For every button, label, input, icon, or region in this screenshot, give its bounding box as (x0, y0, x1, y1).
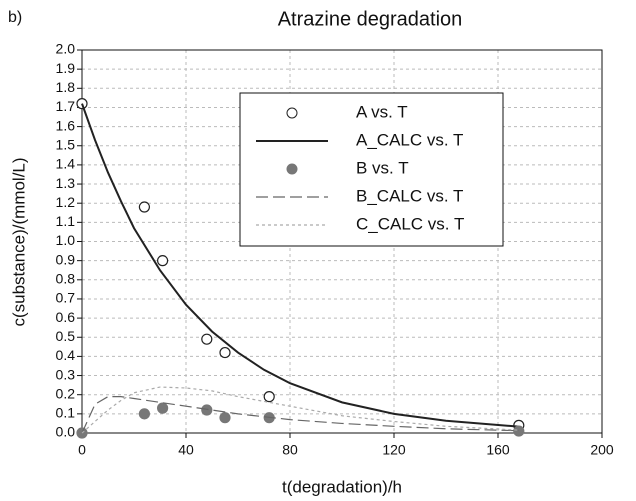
legend-marker (286, 163, 298, 175)
plot-frame (81, 49, 603, 434)
data-point (157, 402, 169, 414)
y-tick-label: 0.6 (56, 309, 76, 325)
y-tick-label: 1.2 (56, 194, 76, 210)
x-tick-label: 80 (282, 442, 298, 458)
data-point (201, 333, 213, 345)
y-tick-label: 0.8 (56, 271, 76, 287)
data-point (138, 408, 150, 420)
y-tick-label: 0.0 (56, 424, 76, 440)
panel-label: b) (8, 9, 22, 26)
legend-label: A vs. T (356, 102, 408, 121)
y-tick-label: 0.5 (56, 328, 76, 344)
y-tick-label: 0.1 (56, 405, 76, 421)
y-tick-label: 1.8 (56, 79, 76, 95)
legend-label: A_CALC vs. T (356, 130, 463, 149)
y-tick-label: 1.5 (56, 136, 76, 152)
y-axis-label: c(substance)/(mmol/L) (9, 157, 28, 326)
data-line (81, 396, 519, 434)
data-point (138, 201, 150, 213)
x-tick-label: 200 (590, 442, 614, 458)
y-tick-label: 0.3 (56, 366, 76, 382)
y-tick-label: 1.9 (56, 60, 76, 76)
y-tick-label: 0.4 (56, 347, 76, 363)
x-axis-label: t(degradation)/h (282, 477, 402, 496)
y-tick-label: 1.4 (56, 156, 76, 172)
y-tick-label: 0.2 (56, 385, 76, 401)
y-tick-label: 1.0 (56, 232, 76, 248)
x-tick-label: 160 (486, 442, 510, 458)
data-point (201, 404, 213, 416)
data-point (219, 412, 231, 424)
legend-marker (286, 107, 298, 119)
y-tick-label: 0.7 (56, 290, 76, 306)
chart-title: Atrazine degradation (278, 8, 463, 30)
legend-label: B_CALC vs. T (356, 186, 463, 205)
x-tick-label: 0 (78, 442, 86, 458)
y-tick-label: 1.7 (56, 98, 76, 114)
y-tick-label: 2.0 (56, 41, 76, 57)
x-tick-label: 120 (382, 442, 406, 458)
legend-label: B vs. T (356, 158, 409, 177)
x-tick-label: 40 (178, 442, 194, 458)
data-point (513, 425, 525, 437)
data-point (157, 255, 169, 267)
legend-label: C_CALC vs. T (356, 214, 464, 233)
y-tick-label: 1.3 (56, 175, 76, 191)
data-point (263, 391, 275, 403)
data-line (81, 386, 519, 434)
legend-box (239, 92, 504, 247)
y-tick-label: 1.6 (56, 117, 76, 133)
y-tick-label: 1.1 (56, 213, 76, 229)
y-tick-label: 0.9 (56, 251, 76, 267)
data-line (81, 103, 519, 428)
data-point (219, 346, 231, 359)
